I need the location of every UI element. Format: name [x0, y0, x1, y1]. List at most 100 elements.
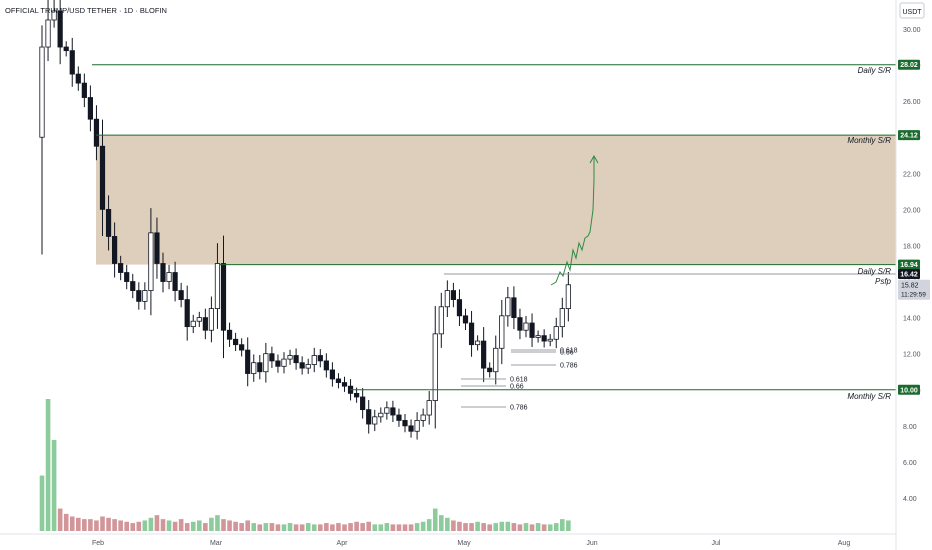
- candle[interactable]: [305, 358, 311, 374]
- candle[interactable]: [408, 419, 414, 438]
- candle[interactable]: [148, 208, 154, 316]
- candle[interactable]: [124, 264, 130, 290]
- candle[interactable]: [184, 285, 190, 341]
- price-tick-label: 20.00: [903, 207, 921, 214]
- candle[interactable]: [317, 349, 323, 368]
- candle[interactable]: [142, 282, 148, 310]
- candle[interactable]: [112, 222, 118, 278]
- candle[interactable]: [154, 217, 160, 279]
- candle[interactable]: [311, 347, 317, 373]
- candle[interactable]: [323, 353, 329, 378]
- volume-bar: [420, 521, 426, 531]
- candle[interactable]: [287, 349, 293, 365]
- candle[interactable]: [511, 286, 517, 330]
- candle[interactable]: [335, 373, 342, 389]
- candle[interactable]: [239, 338, 245, 357]
- candle[interactable]: [136, 282, 142, 310]
- candle[interactable]: [565, 271, 571, 322]
- candle[interactable]: [535, 330, 541, 343]
- candle[interactable]: [99, 119, 106, 236]
- candle[interactable]: [172, 261, 178, 302]
- candle[interactable]: [293, 348, 299, 370]
- candle[interactable]: [299, 356, 305, 375]
- candle[interactable]: [547, 334, 553, 347]
- candle[interactable]: [474, 335, 481, 351]
- candle[interactable]: [493, 335, 499, 385]
- candle[interactable]: [81, 73, 87, 108]
- candle[interactable]: [245, 337, 251, 387]
- candle[interactable]: [208, 296, 214, 343]
- candle[interactable]: [420, 408, 426, 427]
- candle[interactable]: [269, 346, 275, 368]
- candle[interactable]: [341, 376, 348, 392]
- volume-bar: [251, 523, 257, 531]
- candle[interactable]: [220, 235, 227, 359]
- candle[interactable]: [105, 195, 112, 251]
- candle[interactable]: [178, 282, 184, 308]
- candle[interactable]: [51, 0, 57, 28]
- candle[interactable]: [63, 41, 69, 57]
- volume-bar: [384, 523, 390, 531]
- candle[interactable]: [541, 329, 547, 348]
- candle-body: [390, 407, 396, 416]
- candle[interactable]: [226, 322, 233, 347]
- candle[interactable]: [529, 313, 535, 348]
- volume-bar: [402, 524, 408, 531]
- currency-button-label[interactable]: USDT: [902, 9, 922, 16]
- candle[interactable]: [45, 0, 51, 62]
- candle[interactable]: [39, 25, 45, 255]
- candle[interactable]: [396, 408, 402, 427]
- candle[interactable]: [450, 282, 457, 308]
- candle[interactable]: [130, 273, 136, 299]
- candle[interactable]: [481, 327, 487, 383]
- candle[interactable]: [402, 414, 408, 433]
- candle[interactable]: [87, 85, 93, 132]
- candle[interactable]: [75, 66, 81, 91]
- candle[interactable]: [444, 280, 450, 317]
- candle[interactable]: [360, 388, 366, 419]
- currency-button-frame[interactable]: [899, 2, 925, 19]
- candle[interactable]: [517, 308, 523, 340]
- candle[interactable]: [69, 37, 75, 87]
- candle[interactable]: [456, 289, 463, 327]
- candle[interactable]: [196, 311, 202, 327]
- candle[interactable]: [426, 391, 432, 425]
- candle[interactable]: [232, 332, 239, 352]
- candle[interactable]: [281, 352, 287, 374]
- candle[interactable]: [432, 305, 438, 429]
- currency-button[interactable]: USDT: [899, 2, 925, 19]
- candle[interactable]: [160, 252, 166, 293]
- candle[interactable]: [462, 308, 469, 331]
- candle[interactable]: [57, 0, 63, 65]
- candle[interactable]: [214, 243, 221, 329]
- candle[interactable]: [251, 354, 257, 382]
- candle-body: [239, 344, 245, 351]
- candle[interactable]: [499, 299, 505, 365]
- candle[interactable]: [553, 317, 559, 349]
- candle[interactable]: [93, 105, 100, 161]
- candle[interactable]: [263, 342, 269, 383]
- volume-bar: [184, 523, 190, 531]
- candle-body: [505, 297, 511, 317]
- candle[interactable]: [329, 362, 336, 387]
- candle[interactable]: [523, 315, 529, 338]
- candle[interactable]: [559, 297, 565, 338]
- candle[interactable]: [257, 355, 263, 380]
- candle[interactable]: [372, 409, 378, 432]
- candle[interactable]: [468, 310, 475, 357]
- candle[interactable]: [505, 286, 511, 327]
- candle[interactable]: [438, 292, 444, 348]
- candle[interactable]: [366, 400, 372, 434]
- candle[interactable]: [118, 255, 124, 281]
- candle[interactable]: [190, 314, 196, 334]
- candle[interactable]: [487, 362, 493, 378]
- candle[interactable]: [390, 400, 396, 423]
- candle[interactable]: [202, 308, 208, 340]
- candle[interactable]: [378, 407, 384, 423]
- candle[interactable]: [166, 264, 172, 290]
- candle[interactable]: [414, 412, 420, 440]
- candle[interactable]: [275, 354, 281, 373]
- candle[interactable]: [384, 401, 390, 420]
